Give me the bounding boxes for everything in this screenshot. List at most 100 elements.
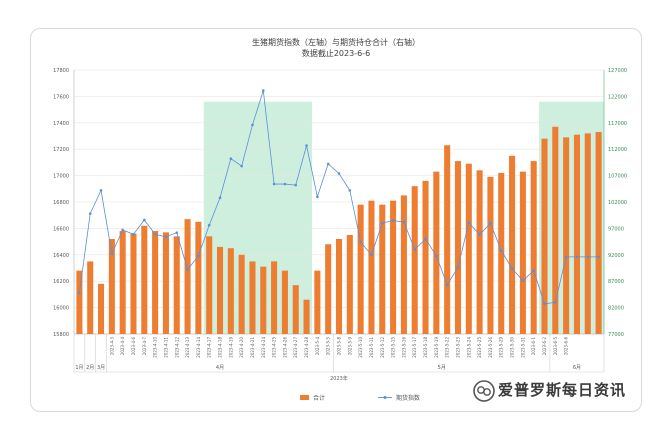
bar-24: [335, 238, 343, 334]
category-label: 2023-5-24: [466, 337, 471, 358]
bar-8: [162, 232, 169, 334]
left-tick-label: 15800: [53, 332, 69, 338]
line-point-20: [294, 183, 298, 187]
category-label: 2023-4-13: [185, 337, 190, 358]
category-label: 2023-5-22: [445, 337, 450, 358]
group-label-3: 4月: [216, 365, 224, 371]
line-point-15: [240, 164, 243, 168]
bar-27: [368, 200, 375, 334]
category-label: 2023-4-10: [153, 337, 158, 358]
bar-30: [400, 195, 407, 334]
line-point-29: [391, 219, 395, 222]
line-point-8: [164, 235, 168, 239]
line-point-35: [456, 266, 460, 269]
bar-39: [498, 172, 505, 334]
bar-35: [454, 161, 462, 334]
category-label: 2023-5-10: [358, 337, 363, 358]
category-label: 2023-4-28: [304, 337, 309, 358]
right-tick-label: 82000: [608, 306, 624, 312]
line-point-30: [402, 220, 406, 224]
bar-9: [173, 236, 180, 334]
line-point-12: [207, 223, 211, 227]
bar-25: [346, 235, 353, 334]
line-point-7: [153, 232, 157, 236]
line-point-24: [337, 172, 341, 175]
bar-3: [108, 238, 115, 334]
right-tick-label: 122000: [608, 94, 627, 100]
bar-29: [390, 200, 397, 334]
left-tick-label: 17800: [53, 68, 69, 74]
group-label-0: 1月: [75, 365, 83, 371]
category-label: 2023-4-4: [120, 337, 125, 356]
bar-38: [487, 176, 494, 334]
bar-12: [206, 236, 213, 334]
bar-33: [433, 171, 440, 334]
left-tick-label: 16000: [53, 306, 69, 312]
category-label: 2023-6-6: [564, 337, 569, 356]
line-point-13: [218, 196, 222, 200]
line-point-19: [283, 182, 287, 186]
bar-31: [411, 186, 418, 334]
category-label: 2023-5-26: [488, 337, 493, 358]
legend-label-line: 期货指数: [396, 394, 420, 402]
left-tick-label: 16400: [53, 253, 69, 259]
line-point-10: [186, 268, 189, 271]
line-point-17: [261, 89, 265, 92]
category-label: 2023-5-23: [455, 337, 460, 358]
category-label: 2023-4-18: [218, 337, 223, 358]
line-point-41: [521, 279, 525, 282]
bar-46: [573, 134, 580, 334]
category-label: 2023-5-30: [510, 337, 515, 358]
right-tick-label: 97000: [608, 226, 624, 232]
category-label: 2023-4-12: [174, 337, 179, 358]
category-label: 2023-4-6: [131, 337, 136, 356]
bar-37: [476, 170, 483, 334]
bar-42: [530, 161, 537, 334]
category-label: 2023-5-4: [315, 337, 320, 356]
category-label: 2023-5-17: [412, 337, 417, 358]
line-point-21: [305, 144, 308, 147]
wechat-icon: [473, 380, 495, 402]
line-point-5: [132, 232, 135, 236]
left-tick-label: 17200: [53, 147, 69, 153]
category-label: 2023-5-11: [369, 337, 374, 358]
line-point-28: [380, 221, 384, 225]
watermark: 爱普罗斯每日资讯: [472, 377, 642, 403]
bar-43: [541, 138, 548, 334]
group-label-4: 5月: [438, 365, 446, 371]
line-point-32: [424, 237, 427, 241]
category-label: 2023-5-16: [401, 337, 406, 358]
bar-32: [422, 180, 429, 334]
line-point-22: [316, 195, 319, 199]
line-point-44: [554, 301, 557, 304]
bar-41: [519, 171, 526, 334]
category-label: 2023-5-31: [520, 337, 525, 358]
bar-28: [379, 204, 386, 334]
line-point-48: [597, 255, 600, 259]
line-point-9: [175, 231, 179, 234]
line-point-47: [586, 255, 590, 259]
chart-title-block: 生猪期货指数（左轴）与期货持仓合计（右轴） 数据截止2023-6-6: [31, 37, 641, 59]
right-tick-label: 127000: [608, 68, 627, 74]
line-point-16: [251, 123, 254, 127]
category-label: 2023-5-25: [477, 337, 482, 358]
group-label-2: 3月: [97, 365, 105, 371]
bar-11: [195, 221, 202, 334]
chart-title: 生猪期货指数（左轴）与期货持仓合计（右轴）: [252, 38, 420, 47]
line-point-45: [564, 255, 568, 259]
category-label: 2023-4-3: [109, 337, 114, 356]
bar-23: [325, 244, 332, 334]
bar-13: [216, 246, 224, 334]
line-point-0: [78, 291, 81, 295]
category-label: 2023-6-1: [531, 337, 536, 356]
bar-6: [141, 225, 148, 334]
line-point-14: [229, 157, 233, 161]
category-label: 2023-4-11: [163, 337, 168, 358]
legend-swatch-dot: [383, 396, 387, 399]
bar-5: [130, 233, 137, 334]
bar-44: [552, 126, 559, 334]
line-point-46: [575, 255, 579, 259]
bar-36: [465, 163, 472, 334]
bar-18: [271, 261, 278, 334]
